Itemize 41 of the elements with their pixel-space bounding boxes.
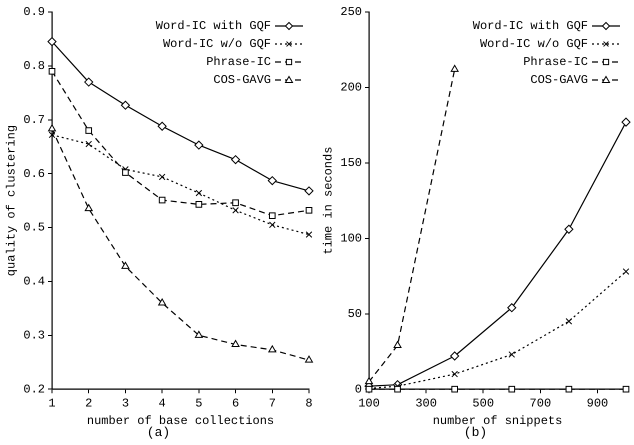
- y-tick-label: 200: [340, 80, 362, 95]
- x-tick-label: 8: [305, 396, 313, 411]
- y-axis-title: time in seconds: [321, 146, 336, 255]
- y-tick-label: 0.3: [23, 328, 46, 342]
- x-tick-label: 100: [358, 396, 380, 411]
- y-tick-label: 100: [340, 231, 362, 246]
- x-tick-label: 1: [48, 396, 56, 411]
- y-tick-label: 0.6: [23, 166, 46, 181]
- y-tick-label: 0.8: [23, 59, 46, 74]
- x-tick-label: 2: [85, 396, 92, 411]
- legend-label: Word-IC w/o GQF: [480, 37, 588, 52]
- x-tick-label: 500: [472, 396, 494, 411]
- text: (b): [462, 425, 488, 440]
- legend-label: Phrase-IC: [206, 55, 271, 70]
- x-axis-title: number of snippets: [432, 414, 562, 428]
- x-tick-label: 300: [415, 396, 437, 411]
- x-tick-label: 4: [158, 396, 166, 411]
- y-axis-title: quality of clustering: [4, 124, 18, 276]
- y-tick-label: 0.9: [23, 5, 46, 20]
- x-tick-label: 3: [122, 396, 130, 411]
- legend-label: Word-IC w/o GQF: [162, 37, 271, 52]
- x-tick-label: 900: [586, 396, 608, 411]
- y-tick-label: 50: [348, 306, 362, 321]
- y-tick-label: 250: [340, 5, 362, 20]
- x-tick-label: 5: [195, 396, 202, 411]
- legend-label: Word-IC with GQF: [472, 19, 588, 34]
- y-tick-label: 0.4: [23, 274, 46, 289]
- y-tick-label: 0: [354, 382, 362, 396]
- y-tick-label: 0.5: [23, 220, 46, 235]
- legend-label: Phrase-IC: [523, 55, 588, 70]
- text: (a): [146, 425, 172, 440]
- legend-label: COS-GAVG: [530, 73, 588, 88]
- x-tick-label: 7: [268, 396, 276, 411]
- y-tick-label: 0.7: [23, 112, 46, 127]
- legend-label: Word-IC with GQF: [156, 19, 271, 34]
- y-tick-label: 0.2: [23, 382, 46, 396]
- x-axis-title: number of base collections: [86, 414, 274, 428]
- y-tick-label: 150: [340, 156, 362, 170]
- x-tick-label: 6: [232, 396, 240, 411]
- legend-label: COS-GAVG: [213, 73, 271, 88]
- x-tick-label: 700: [530, 396, 552, 411]
